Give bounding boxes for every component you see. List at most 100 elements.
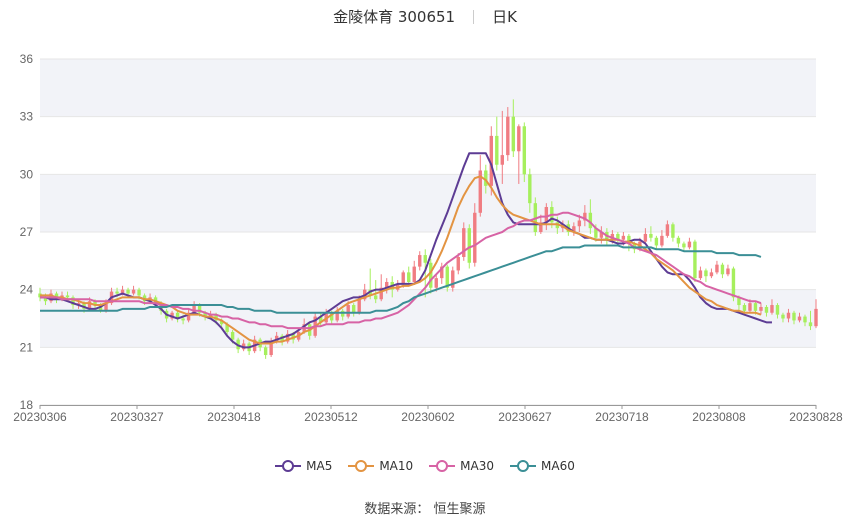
candle-down (693, 239, 697, 282)
line-ma5 (40, 152, 772, 349)
candle-body (506, 116, 510, 156)
y-axis: 18 21 24 27 30 33 36 (20, 52, 34, 412)
candle-body (379, 287, 383, 300)
candle-body (489, 135, 493, 186)
legend-marker (282, 460, 295, 472)
candle-down (407, 266, 411, 286)
candle-body (759, 306, 763, 311)
candle-body (616, 233, 620, 240)
candle-up (698, 266, 703, 281)
candle-down (511, 99, 516, 158)
candle-body (698, 270, 703, 279)
candle-up (770, 299, 774, 315)
x-tick-label: 20230512 (304, 410, 358, 424)
candle-down (682, 241, 686, 252)
candle-down (654, 235, 659, 250)
legend: MA5 MA10 MA30 MA60 (0, 459, 850, 475)
candle-body (539, 222, 543, 232)
candle-down (775, 303, 780, 319)
candle-body (643, 233, 648, 242)
candle-up (715, 260, 719, 275)
candle-down (803, 314, 807, 327)
candle-body (357, 299, 361, 313)
candle-down (588, 199, 593, 234)
candle-up (583, 205, 587, 227)
candle-up (335, 306, 339, 323)
candle-up (478, 155, 482, 217)
candle-body (687, 241, 692, 248)
candle-body (181, 318, 185, 321)
candle-body (197, 305, 202, 313)
candle-down (352, 303, 356, 317)
candle-up (665, 220, 670, 238)
candle-down (374, 280, 378, 304)
candle-down (781, 312, 785, 323)
x-tick-label: 20230828 (789, 410, 843, 424)
plot-band (40, 174, 816, 232)
candle-body (43, 297, 48, 302)
candle-down (808, 310, 813, 331)
candle-body (412, 266, 416, 282)
candle-body (473, 212, 477, 263)
candle-up (131, 285, 136, 296)
legend-item-ma30[interactable]: MA30 (429, 459, 494, 473)
candle-down (792, 310, 796, 325)
chart-title: 金陵体育 300651 日K (0, 6, 850, 27)
candle-body (577, 220, 582, 227)
x-tick-label: 20230306 (13, 410, 67, 424)
candle-up (473, 203, 477, 267)
candle-body (660, 235, 664, 246)
candle-body (418, 255, 422, 267)
candle-up (506, 107, 510, 161)
candle-body (511, 116, 516, 152)
data-source: 数据来源： 恒生聚源 (364, 502, 486, 517)
candle-body (814, 308, 818, 327)
candle-body (104, 303, 108, 311)
legend-swatch (510, 460, 537, 472)
candle-body (335, 310, 339, 321)
candle-body (440, 266, 444, 279)
candle-up (759, 303, 763, 315)
candle-body (115, 291, 119, 294)
candle-down (616, 232, 620, 244)
candle-body (775, 305, 780, 315)
candle-body (263, 347, 268, 356)
candle-body (71, 297, 75, 306)
candle-body (731, 268, 736, 298)
candle-body (742, 305, 747, 311)
legend-item-ma10[interactable]: MA10 (348, 459, 413, 473)
candle-body (682, 243, 686, 248)
legend-swatch (275, 460, 302, 472)
candle-body (186, 312, 191, 321)
candle-body (522, 126, 527, 175)
candle-body (770, 305, 774, 313)
x-tick-label: 20230808 (692, 410, 746, 424)
stock-name: 金陵体育 300651 (333, 8, 456, 26)
candle-body (87, 301, 92, 309)
candle-body (665, 224, 670, 236)
y-tick-label: 36 (20, 52, 34, 66)
legend-item-ma5[interactable]: MA5 (275, 459, 332, 473)
candle-up (500, 110, 504, 184)
candle-body (671, 224, 675, 238)
legend-item-ma60[interactable]: MA60 (510, 459, 575, 473)
candle-down (704, 268, 708, 282)
candle-up (462, 222, 466, 261)
candle-down (649, 226, 653, 242)
x-axis: 20230306 20230327 20230418 20230512 20230602… (13, 405, 843, 424)
candle-body (352, 305, 356, 313)
candle-body (451, 270, 455, 288)
legend-swatch (348, 460, 375, 472)
candle-body (544, 207, 549, 223)
candle-up (660, 230, 664, 248)
candle-down (720, 262, 725, 279)
plot-band (40, 59, 816, 117)
candle-body (627, 235, 631, 244)
legend-marker (355, 460, 368, 472)
candle-body (230, 331, 235, 340)
title-separator (473, 10, 475, 24)
line-ma30 (40, 211, 762, 330)
x-tick-label: 20230418 (207, 410, 261, 424)
legend-label: MA30 (460, 459, 495, 473)
